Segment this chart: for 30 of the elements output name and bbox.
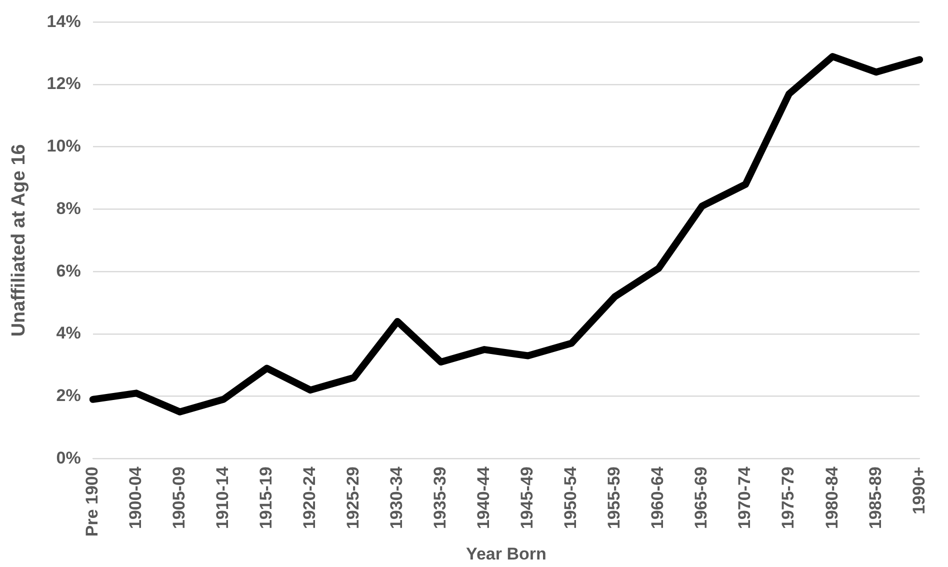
y-tick-label: 6% [56, 261, 81, 280]
x-tick-label: 1935-39 [430, 466, 450, 530]
y-axis-title: Unaffiliated at Age 16 [8, 144, 30, 337]
x-tick-label: 1910-14 [213, 466, 232, 530]
x-tick-label: 1900-04 [126, 466, 146, 530]
y-tick-label: 8% [56, 198, 81, 218]
y-tick-label: 10% [46, 136, 81, 156]
x-tick-label: 1940-44 [474, 466, 494, 530]
x-tick-label: 1980-84 [822, 466, 842, 530]
y-tick-label: 0% [56, 448, 81, 468]
x-tick-label: 1955-59 [604, 466, 624, 530]
x-tick-label: Pre 1900 [82, 466, 102, 537]
x-tick-label: 1925-29 [344, 466, 363, 530]
y-tick-label: 4% [56, 324, 81, 343]
x-tick-label: 1905-09 [170, 466, 189, 530]
x-tick-label: 1975-79 [778, 466, 798, 530]
x-axis-title: Year Born [466, 544, 546, 564]
x-tick-label: 1930-34 [387, 466, 406, 530]
x-tick-label: 1970-74 [735, 466, 754, 530]
x-tick-label: 1915-19 [256, 466, 276, 530]
y-tick-label: 12% [46, 74, 81, 94]
x-tick-label: 1990+ [909, 466, 928, 514]
x-tick-label: 1920-24 [300, 466, 320, 530]
x-tick-label: 1945-49 [518, 466, 537, 530]
y-tick-label: 14% [46, 12, 81, 31]
x-tick-label: 1950-54 [561, 466, 580, 530]
y-tick-label: 2% [56, 386, 81, 405]
x-tick-label: 1985-89 [866, 466, 885, 530]
x-tick-label: 1965-69 [692, 466, 711, 530]
x-tick-label: 1960-64 [648, 466, 668, 530]
